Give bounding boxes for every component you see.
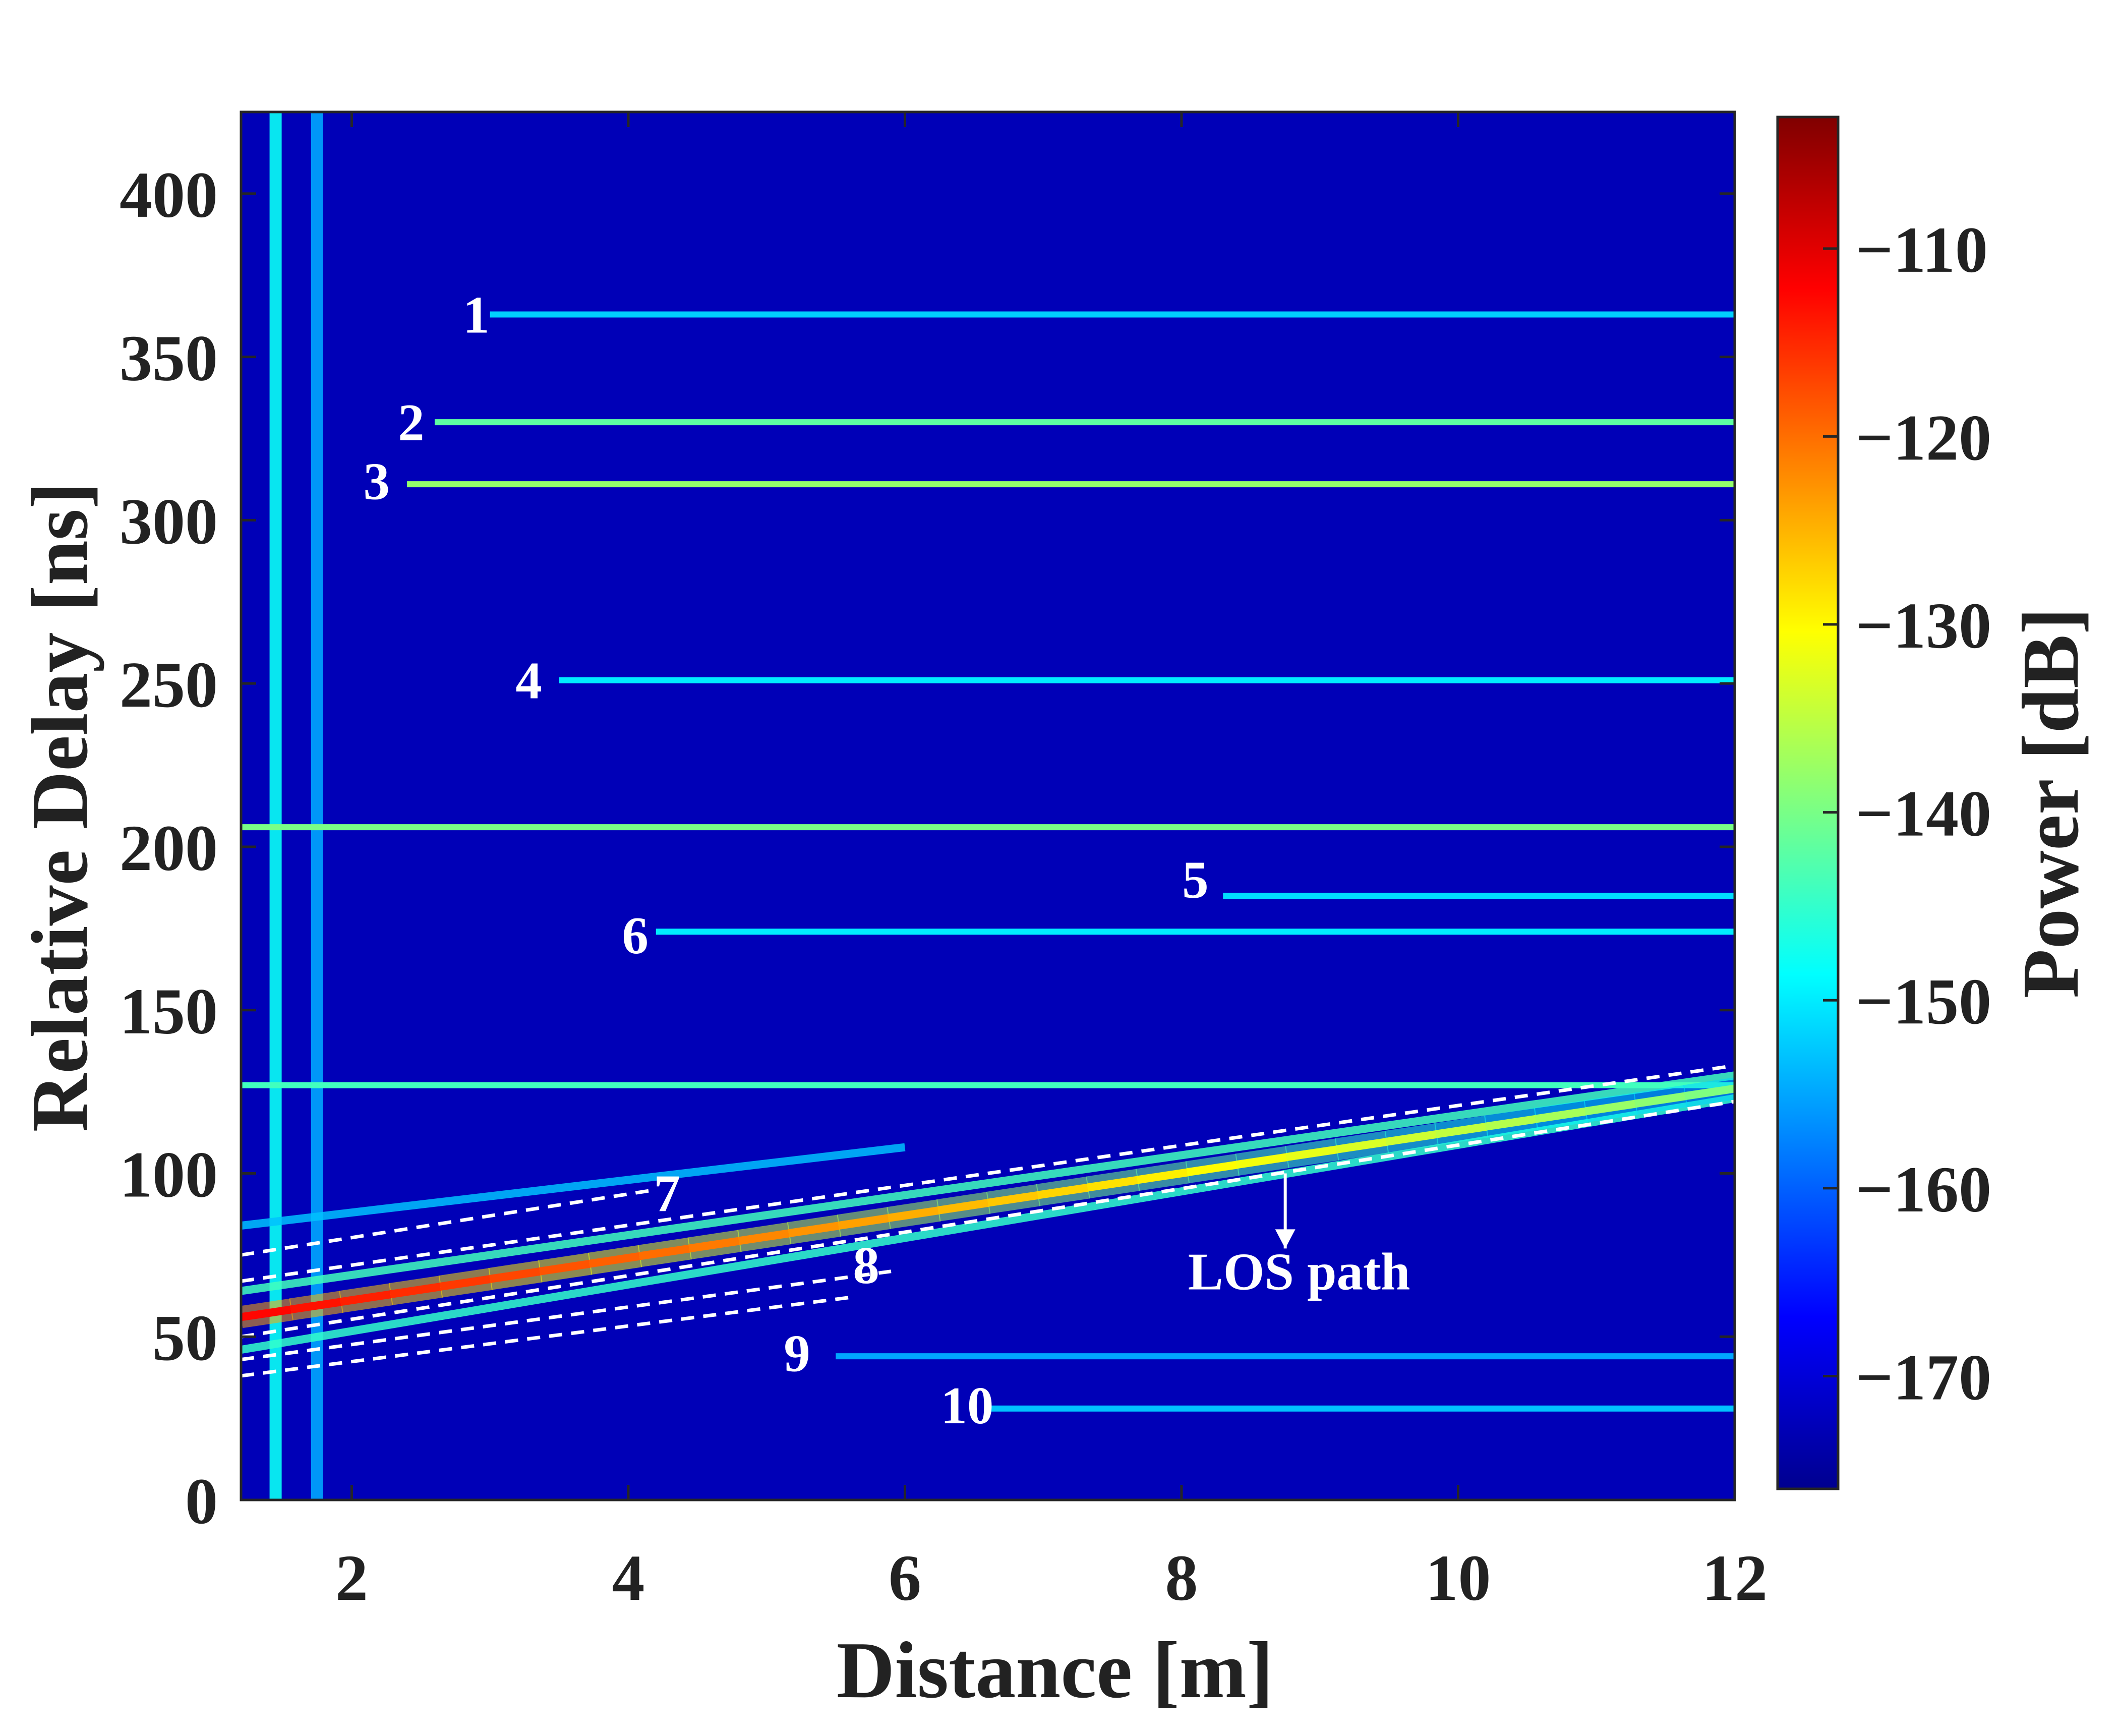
path-label-3: 3 — [364, 452, 390, 511]
colorbar: −110 −120 −130 −140 −150 −160 −170 Power [dB] — [1776, 115, 2095, 1490]
x-tick-label-8: 8 — [1165, 1542, 1198, 1614]
y-axis-label: Relative Delay [ns] — [15, 482, 104, 1132]
colorbar-tick-label-140: −140 — [1856, 778, 1991, 850]
y-tick-label-250: 250 — [120, 649, 218, 721]
los-path-segment-26 — [1485, 1115, 1538, 1131]
los-path-segment-18 — [1087, 1176, 1139, 1192]
los-path-segment-10 — [688, 1237, 741, 1253]
y-tick-label-400: 400 — [120, 159, 218, 232]
colorbar-tick-label-110: −110 — [1856, 214, 1988, 286]
path-label-6: 6 — [622, 906, 649, 965]
y-tick-label-0: 0 — [185, 1465, 218, 1538]
plot-area — [240, 110, 1736, 1501]
side-path-3 — [241, 1143, 906, 1230]
path-label-10: 10 — [940, 1376, 993, 1435]
los-path-segment-27 — [1535, 1107, 1587, 1123]
colorbar-tick-label-120: −120 — [1856, 401, 1991, 474]
x-axis: 2 4 6 8 10 12 — [335, 112, 1768, 1614]
vertical-streak-1 — [269, 112, 282, 1500]
colorbar-gradient — [1776, 115, 1840, 1490]
los-path-segment-24 — [1385, 1130, 1438, 1146]
los-path-segment-22 — [1286, 1145, 1338, 1162]
y-axis: 0 50 100 150 200 250 300 350 400 — [120, 159, 1735, 1538]
los-path-segment-4 — [390, 1283, 442, 1298]
dashed-guide-line-1 — [241, 1188, 657, 1257]
y-tick-label-200: 200 — [120, 812, 218, 885]
los-path-segment-19 — [1137, 1168, 1189, 1184]
x-tick-label-12: 12 — [1702, 1542, 1768, 1614]
dashed-guide-line-2 — [241, 1064, 1735, 1283]
x-tick-label-10: 10 — [1425, 1542, 1491, 1614]
path-annotations: 123 4 5 6 7 89 10 LOS path — [364, 285, 1410, 1435]
side-path-2 — [241, 1094, 1735, 1354]
colorbar-tick-label-170: −170 — [1856, 1341, 1991, 1414]
dashed-guide-line-5 — [241, 1296, 850, 1378]
vertical-streak-2 — [311, 112, 323, 1500]
los-path-segment-20 — [1186, 1161, 1239, 1177]
x-tick-label-2: 2 — [335, 1542, 368, 1614]
y-tick-label-50: 50 — [152, 1302, 218, 1374]
path-label-8: 8 — [853, 1236, 879, 1295]
los-path-segment-7 — [539, 1259, 592, 1276]
x-tick-label-4: 4 — [612, 1542, 644, 1614]
los-path-segment-29 — [1634, 1092, 1687, 1108]
y-tick-label-150: 150 — [120, 975, 218, 1048]
los-path-segment-17 — [1037, 1183, 1089, 1199]
dashed-guide-line-3 — [241, 1100, 1735, 1339]
colorbar-tick-label-130: −130 — [1856, 590, 1991, 662]
los-path-segment-9 — [638, 1244, 691, 1260]
path-label-7: 7 — [654, 1164, 680, 1223]
x-tick-label-6: 6 — [889, 1542, 921, 1614]
los-arrow-head — [1275, 1229, 1295, 1249]
colorbar-tick-label-150: −150 — [1856, 965, 1991, 1038]
colorbar-label: Power [dB] — [2006, 608, 2095, 999]
path-label-1: 1 — [463, 285, 490, 344]
path-label-4: 4 — [515, 651, 542, 710]
los-path-segment-2 — [290, 1298, 342, 1314]
los-path-segment-15 — [937, 1198, 990, 1214]
y-tick-label-350: 350 — [120, 322, 218, 395]
los-path-segment-8 — [588, 1252, 641, 1268]
plot-frame — [240, 110, 1736, 1501]
los-path-segment-14 — [888, 1206, 940, 1222]
los-path-segment-6 — [489, 1267, 542, 1283]
colorbar-tick-label-160: −160 — [1856, 1153, 1991, 1226]
los-path-segment-11 — [738, 1229, 791, 1245]
y-tick-label-300: 300 — [120, 485, 218, 558]
los-path-segment-5 — [439, 1275, 492, 1291]
los-path-segment-13 — [838, 1214, 890, 1230]
los-path-segment-16 — [987, 1191, 1039, 1207]
los-path-segment-30 — [1684, 1084, 1735, 1101]
path-label-2: 2 — [398, 393, 425, 452]
los-path-segment-1 — [241, 1305, 292, 1321]
los-path-segment-3 — [340, 1290, 392, 1306]
x-axis-label: Distance [m] — [837, 1625, 1273, 1715]
path-label-5: 5 — [1182, 850, 1209, 909]
los-path-segment-21 — [1236, 1153, 1288, 1169]
los-path-label: LOS path — [1188, 1242, 1410, 1301]
los-path-segment-25 — [1435, 1122, 1488, 1138]
los-path-segment-28 — [1584, 1100, 1637, 1116]
y-tick-label-100: 100 — [120, 1138, 218, 1211]
los-path-segment-12 — [788, 1222, 840, 1238]
path-label-9: 9 — [784, 1324, 810, 1383]
side-path-1 — [241, 1071, 1735, 1295]
los-path-segment-23 — [1335, 1137, 1388, 1153]
